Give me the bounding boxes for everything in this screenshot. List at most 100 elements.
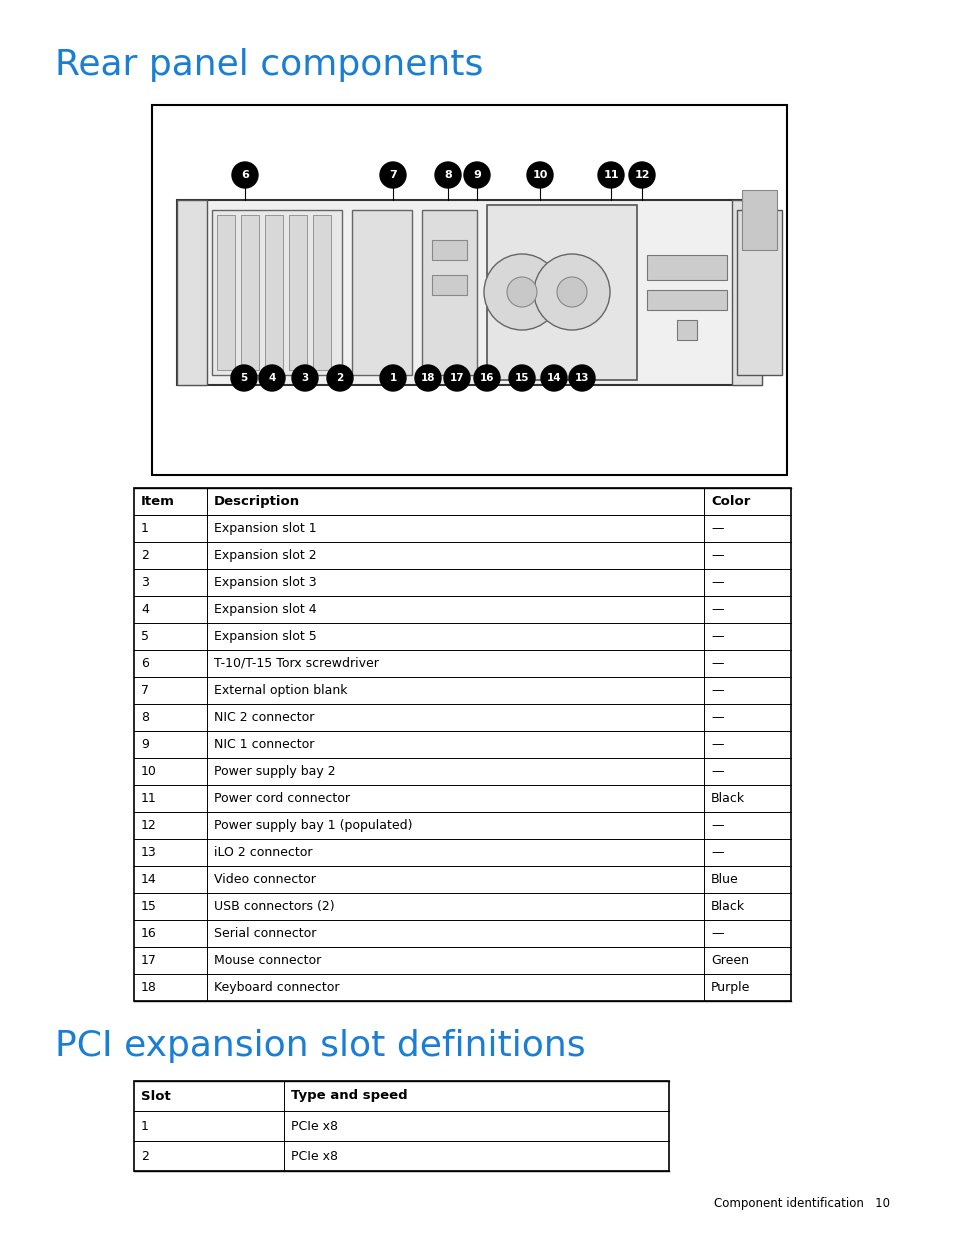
Bar [212,210,341,375]
Text: Keyboard connector: Keyboard connector [213,981,339,994]
Circle shape [231,366,256,391]
Circle shape [534,254,609,330]
Text: —: — [710,927,722,940]
Text: Component identification   10: Component identification 10 [713,1197,889,1210]
Text: PCIe x8: PCIe x8 [291,1119,337,1132]
Text: 11: 11 [141,792,156,805]
Text: NIC 1 connector: NIC 1 connector [213,739,314,751]
Text: Item: Item [141,495,174,508]
Bar [289,215,307,370]
Text: 13: 13 [141,846,156,860]
Text: Color: Color [710,495,750,508]
Text: —: — [710,739,722,751]
Bar [133,1081,668,1171]
Text: —: — [710,630,722,643]
Circle shape [415,366,440,391]
Text: Power supply bay 1 (populated): Power supply bay 1 (populated) [213,819,412,832]
Circle shape [540,366,566,391]
Text: Video connector: Video connector [213,873,315,885]
Text: PCIe x8: PCIe x8 [291,1150,337,1162]
Text: 14: 14 [546,373,560,383]
Text: 12: 12 [634,170,649,180]
Text: Black: Black [710,900,744,913]
Text: 4: 4 [268,373,275,383]
Bar [216,215,234,370]
Text: 18: 18 [420,373,435,383]
Text: 17: 17 [449,373,464,383]
Text: 5: 5 [141,630,149,643]
Text: 7: 7 [141,684,149,697]
Text: 16: 16 [141,927,156,940]
Text: External option blank: External option blank [213,684,347,697]
Text: —: — [710,819,722,832]
Text: 13: 13 [574,373,589,383]
Bar [352,210,412,375]
Text: 12: 12 [141,819,156,832]
Text: Purple: Purple [710,981,750,994]
Text: 4: 4 [141,603,149,616]
Text: iLO 2 connector: iLO 2 connector [213,846,313,860]
Bar [646,290,726,310]
Text: 8: 8 [444,170,452,180]
Bar [133,488,790,1002]
Bar [152,105,786,475]
Text: Blue: Blue [710,873,738,885]
Circle shape [509,366,535,391]
Text: 16: 16 [479,373,494,383]
Circle shape [463,162,490,188]
Circle shape [628,162,655,188]
Text: USB connectors (2): USB connectors (2) [213,900,335,913]
Text: —: — [710,764,722,778]
Bar [741,190,776,249]
Text: 2: 2 [141,1150,149,1162]
Text: Serial connector: Serial connector [213,927,316,940]
Text: 9: 9 [473,170,480,180]
Text: Power supply bay 2: Power supply bay 2 [213,764,335,778]
Text: 11: 11 [602,170,618,180]
Text: Expansion slot 3: Expansion slot 3 [213,576,316,589]
Text: 6: 6 [241,170,249,180]
Text: 1: 1 [389,373,396,383]
Text: 7: 7 [389,170,396,180]
Text: 5: 5 [240,373,248,383]
Text: —: — [710,657,722,671]
Text: 2: 2 [336,373,343,383]
Text: 8: 8 [141,711,149,724]
Bar [265,215,283,370]
Circle shape [258,366,285,391]
Text: PCI expansion slot definitions: PCI expansion slot definitions [55,1029,585,1063]
Bar [486,205,637,380]
Text: Expansion slot 1: Expansion slot 1 [213,522,316,535]
Circle shape [506,277,537,308]
Text: NIC 2 connector: NIC 2 connector [213,711,314,724]
Text: 1: 1 [141,522,149,535]
Text: —: — [710,846,722,860]
Circle shape [379,366,406,391]
Text: Expansion slot 5: Expansion slot 5 [213,630,316,643]
Text: Slot: Slot [141,1089,171,1103]
Bar [677,320,697,340]
Text: 18: 18 [141,981,156,994]
Bar [731,200,761,385]
Text: Power cord connector: Power cord connector [213,792,350,805]
Text: Mouse connector: Mouse connector [213,953,321,967]
Bar [133,488,790,1002]
Text: 6: 6 [141,657,149,671]
Text: 10: 10 [141,764,156,778]
Text: Expansion slot 2: Expansion slot 2 [213,550,316,562]
Text: 17: 17 [141,953,156,967]
Circle shape [568,366,595,391]
Circle shape [292,366,317,391]
Text: —: — [710,576,722,589]
Bar [313,215,331,370]
Circle shape [435,162,460,188]
Bar [421,210,476,375]
Text: —: — [710,684,722,697]
Text: 3: 3 [301,373,309,383]
Text: 3: 3 [141,576,149,589]
Text: 1: 1 [141,1119,149,1132]
Bar [177,200,761,385]
Text: T-10/T-15 Torx screwdriver: T-10/T-15 Torx screwdriver [213,657,378,671]
Bar [432,275,467,295]
Bar [177,200,207,385]
